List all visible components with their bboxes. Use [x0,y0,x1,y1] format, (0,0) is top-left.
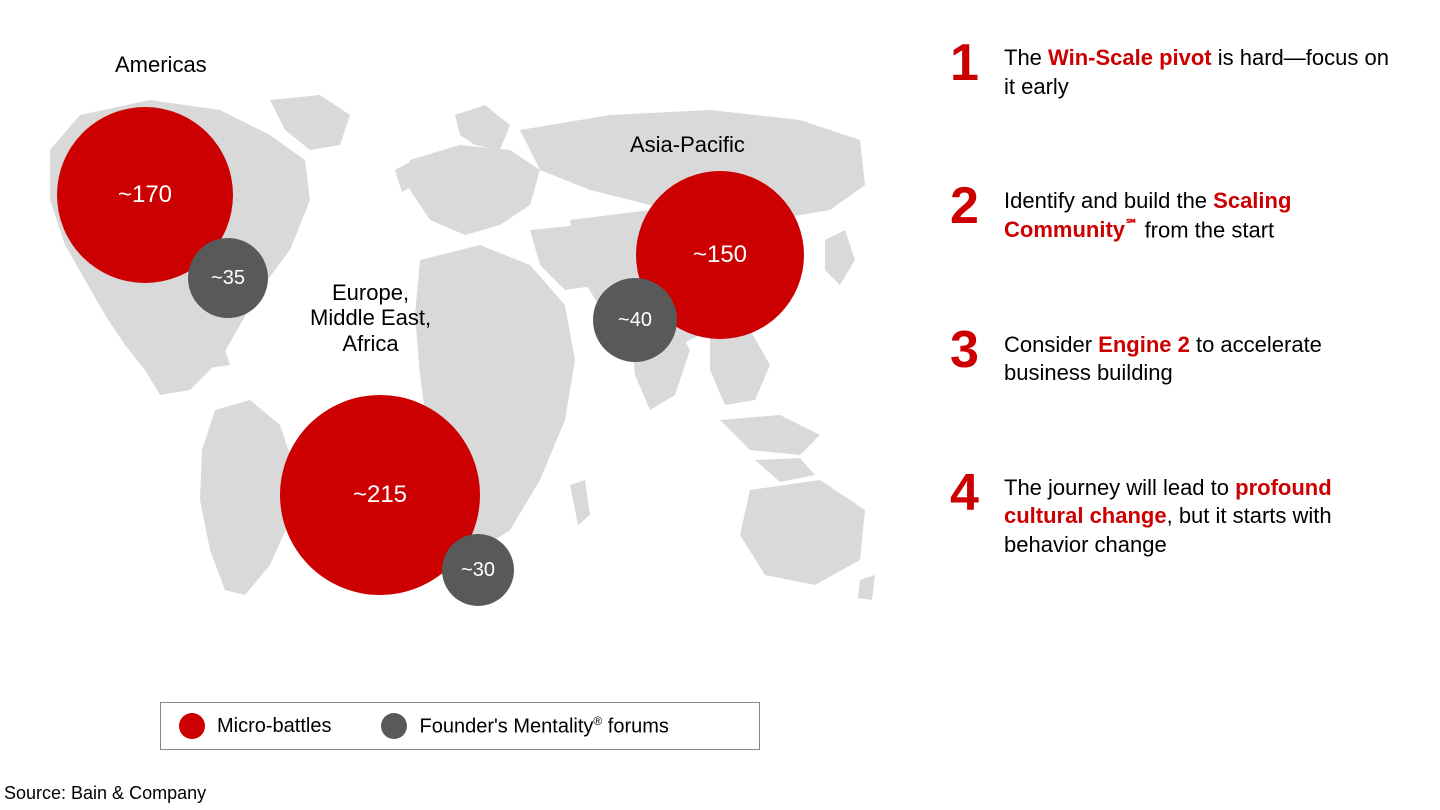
source-attribution: Source: Bain & Company [4,783,206,804]
bubble-secondary-emea: ~30 [442,534,514,606]
insight-item: 3 Consider Engine 2 to accelerate busines… [950,327,1400,388]
legend-item: Micro-battles [179,713,331,739]
insight-item: 1 The Win-Scale pivot is hard—focus on it… [950,40,1400,101]
insight-text: Consider Engine 2 to accelerate business… [1004,327,1400,388]
region-label-americas: Americas [115,52,207,77]
insight-number: 1 [950,40,990,87]
legend-item: Founder's Mentality® forums [381,713,668,739]
insight-text: The journey will lead to profound cultur… [1004,470,1400,560]
insight-number: 4 [950,470,990,517]
legend-label: Micro-battles [217,715,331,738]
region-label-emea: Europe,Middle East,Africa [310,280,431,356]
bubble-secondary-apac: ~40 [593,278,677,362]
region-label-apac: Asia-Pacific [630,132,745,157]
legend: Micro-battles Founder's Mentality® forums [160,702,760,750]
insights-panel: 1 The Win-Scale pivot is hard—focus on it… [890,30,1420,800]
legend-label: Founder's Mentality® forums [419,714,668,739]
insight-item: 4 The journey will lead to profound cultu… [950,470,1400,560]
bubble-secondary-americas: ~35 [188,238,268,318]
insight-text: The Win-Scale pivot is hard—focus on it … [1004,40,1400,101]
insight-text: Identify and build the Scaling Community… [1004,183,1400,245]
legend-dot-icon [179,713,205,739]
insight-number: 3 [950,327,990,374]
insight-number: 2 [950,183,990,230]
infographic-container: Americas~170~35Europe,Middle East,Africa… [0,0,1440,810]
map-panel: Americas~170~35Europe,Middle East,Africa… [10,30,890,780]
legend-dot-icon [381,713,407,739]
insight-item: 2 Identify and build the Scaling Communit… [950,183,1400,245]
